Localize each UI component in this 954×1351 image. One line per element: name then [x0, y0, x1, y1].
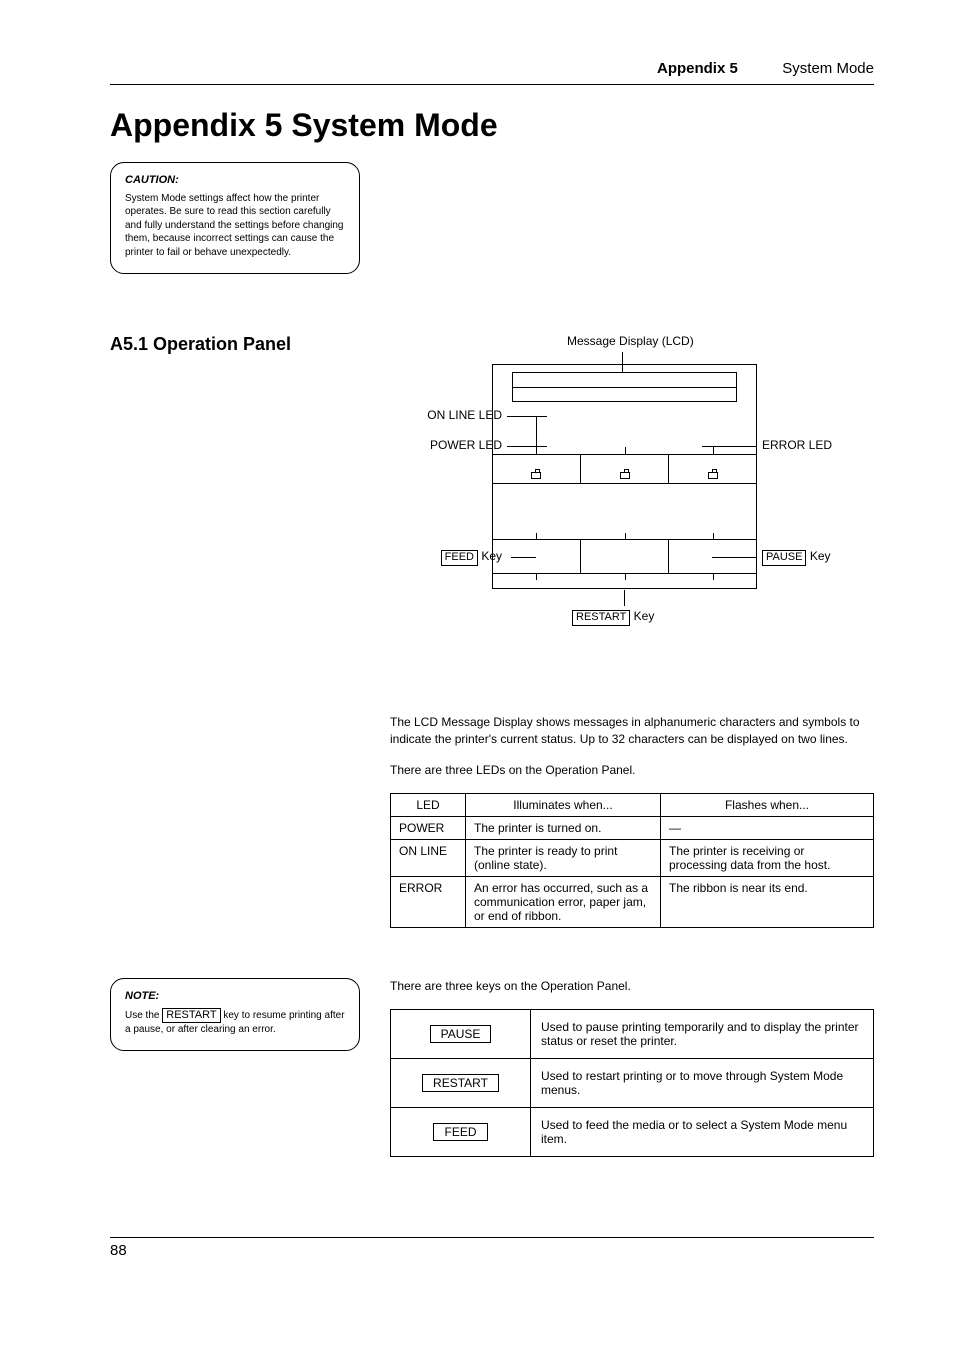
- error-leader: [702, 446, 757, 447]
- led-cell: An error has occurred, such as a communi…: [466, 876, 661, 927]
- pause-key-box: PAUSE: [762, 550, 806, 565]
- note-key-box: RESTART: [162, 1008, 220, 1023]
- led-cell-1: [492, 455, 581, 483]
- caution-text: System Mode settings affect how the prin…: [125, 192, 345, 260]
- header-title: System Mode: [782, 60, 874, 77]
- feed-key-box: FEED: [433, 1123, 487, 1141]
- led-cell: —: [661, 816, 874, 839]
- table-row: ERROR An error has occurred, such as a c…: [391, 876, 874, 927]
- caution-box: CAUTION: System Mode settings affect how…: [110, 162, 360, 274]
- restart-key-suffix: Key: [630, 609, 654, 623]
- feed-leader: [511, 557, 536, 558]
- led-th-1: Illuminates when...: [466, 793, 661, 816]
- note-title: NOTE:: [125, 989, 345, 1004]
- key-desc: Used to feed the media or to select a Sy…: [531, 1107, 874, 1156]
- led-cell: ERROR: [391, 876, 466, 927]
- key-desc: Used to restart printing or to move thro…: [531, 1058, 874, 1107]
- key-cell: FEED: [391, 1107, 531, 1156]
- note-before: Use the: [125, 1010, 162, 1021]
- error-led-label: ERROR LED: [762, 438, 832, 452]
- keys-table: PAUSE Used to pause printing temporarily…: [390, 1009, 874, 1157]
- key-cell: RESTART: [391, 1058, 531, 1107]
- operation-panel-diagram: Message Display (LCD) ON LINE LED POWER …: [417, 334, 847, 644]
- online-leader: [507, 416, 547, 417]
- pause-key-box: PAUSE: [430, 1025, 492, 1043]
- table-row: LED Illuminates when... Flashes when...: [391, 793, 874, 816]
- keys-intro: There are three keys on the Operation Pa…: [390, 978, 874, 995]
- page-title: Appendix 5 System Mode: [110, 107, 874, 144]
- pause-key-suffix: Key: [806, 549, 830, 563]
- intro-paragraph-1: The LCD Message Display shows messages i…: [390, 714, 874, 748]
- led-cell-2: [581, 455, 670, 483]
- restart-key-box: RESTART: [572, 610, 630, 625]
- power-led-label: POWER LED: [430, 438, 502, 452]
- lcd-label: Message Display (LCD): [567, 334, 694, 348]
- footer-rule: [110, 1237, 874, 1238]
- led-icon: [531, 472, 541, 479]
- table-row: RESTART Used to restart printing or to m…: [391, 1058, 874, 1107]
- intro-paragraph-2: There are three LEDs on the Operation Pa…: [390, 762, 874, 779]
- page-footer: 88: [110, 1237, 874, 1259]
- led-th-2: Flashes when...: [661, 793, 874, 816]
- header-appendix: Appendix 5: [657, 60, 738, 77]
- led-icon: [708, 472, 718, 479]
- led-cell: The ribbon is near its end.: [661, 876, 874, 927]
- led-cell: The printer is turned on.: [466, 816, 661, 839]
- table-row: ON LINE The printer is ready to print (o…: [391, 839, 874, 876]
- table-row: FEED Used to feed the media or to select…: [391, 1107, 874, 1156]
- led-th-0: LED: [391, 793, 466, 816]
- led-row: [492, 454, 757, 484]
- led-icon: [620, 472, 630, 479]
- online-led-label: ON LINE LED: [427, 408, 502, 422]
- button-cell-2: [581, 540, 670, 573]
- note-text: Use the RESTART key to resume printing a…: [125, 1008, 345, 1037]
- pause-key-label: PAUSE Key: [762, 549, 831, 565]
- led-cell: The printer is receiving or processing d…: [661, 839, 874, 876]
- led-table: LED Illuminates when... Flashes when... …: [390, 793, 874, 928]
- led-cell: The printer is ready to print (online st…: [466, 839, 661, 876]
- restart-leader: [624, 590, 625, 606]
- header-rule: [110, 84, 874, 85]
- led-cell: ON LINE: [391, 839, 466, 876]
- table-row: POWER The printer is turned on. —: [391, 816, 874, 839]
- feed-key-suffix: Key: [478, 549, 502, 563]
- table-row: PAUSE Used to pause printing temporarily…: [391, 1009, 874, 1058]
- page-header: Appendix 5 System Mode: [110, 60, 874, 78]
- pause-leader: [712, 557, 757, 558]
- caution-title: CAUTION:: [125, 173, 345, 188]
- restart-key-box: RESTART: [422, 1074, 499, 1092]
- key-cell: PAUSE: [391, 1009, 531, 1058]
- button-cell-1: [492, 540, 581, 573]
- feed-key-label: FEED Key: [441, 549, 502, 565]
- restart-key-label: RESTART Key: [572, 609, 654, 625]
- lcd-box: [512, 372, 737, 402]
- page-number: 88: [110, 1242, 874, 1259]
- led-cell-3: [669, 455, 757, 483]
- led-cell: POWER: [391, 816, 466, 839]
- power-leader: [507, 446, 547, 447]
- section-heading: A5.1 Operation Panel: [110, 334, 390, 355]
- key-desc: Used to pause printing temporarily and t…: [531, 1009, 874, 1058]
- feed-key-box: FEED: [441, 550, 478, 565]
- note-box: NOTE: Use the RESTART key to resume prin…: [110, 978, 360, 1052]
